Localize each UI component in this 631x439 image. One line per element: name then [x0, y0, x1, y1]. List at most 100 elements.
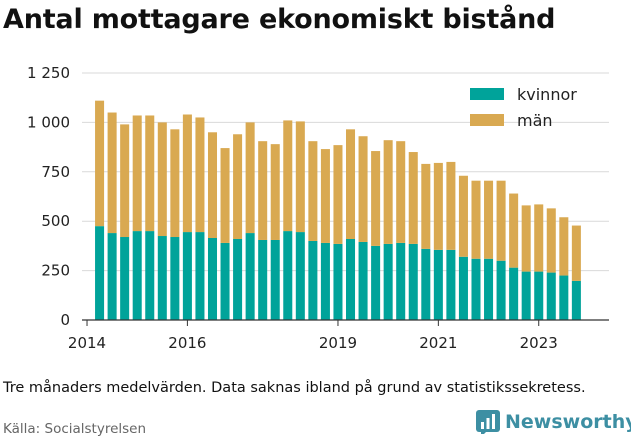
- bar-man: [496, 180, 506, 261]
- bar-kvinnor: [383, 243, 393, 320]
- bar-man: [207, 132, 218, 238]
- bar-kvinnor: [534, 271, 544, 320]
- y-tick-label: 250: [41, 262, 70, 280]
- bar-kvinnor: [396, 242, 406, 320]
- bar-man: [471, 180, 481, 259]
- bar-man: [120, 124, 130, 238]
- y-tick-label: 0: [60, 311, 70, 329]
- bar-man: [95, 100, 105, 227]
- bar-kvinnor: [207, 238, 218, 320]
- bar-kvinnor: [107, 233, 117, 320]
- bar-man: [371, 151, 381, 246]
- newsworthy-chart-icon: [476, 410, 500, 434]
- bar-kvinnor: [571, 280, 581, 320]
- legend-label: män: [517, 111, 553, 130]
- bar-kvinnor: [546, 272, 556, 320]
- bar-man: [559, 217, 569, 276]
- source-credit: Källa: Socialstyrelsen: [3, 421, 147, 437]
- x-axis: 2014 2016 2019 2021 2023: [68, 319, 609, 352]
- bar-man: [245, 122, 255, 234]
- bar-kvinnor: [308, 240, 318, 320]
- bar-man: [433, 162, 443, 250]
- bar-man: [534, 204, 544, 272]
- y-tick-label: 1 000: [27, 113, 70, 131]
- bar-kvinnor: [433, 249, 443, 320]
- bar-kvinnor: [521, 271, 531, 320]
- bar-kvinnor: [145, 231, 155, 320]
- x-tick-label: 2019: [319, 334, 357, 352]
- bar-kvinnor: [509, 267, 519, 320]
- chart-title: Antal mottagare ekonomiskt bistånd: [3, 4, 556, 35]
- legend-swatch: [470, 88, 504, 100]
- bar-man: [145, 115, 155, 232]
- grid-lines: [82, 72, 609, 272]
- brand-logo: Newsworthy: [476, 410, 631, 434]
- bar-kvinnor: [258, 239, 268, 320]
- bar-kvinnor: [346, 238, 356, 320]
- bar-man: [521, 205, 531, 272]
- bar-man: [320, 149, 330, 243]
- bar-kvinnor: [559, 275, 569, 320]
- bar-man: [107, 112, 117, 234]
- bar-man: [333, 145, 343, 244]
- bar-kvinnor: [446, 249, 456, 320]
- bar-man: [308, 141, 318, 241]
- bar-man: [358, 136, 368, 242]
- bar-man: [396, 141, 406, 243]
- bar-man: [346, 129, 356, 239]
- bar-man: [295, 121, 305, 233]
- bar-kvinnor: [170, 237, 180, 320]
- bar-kvinnor: [295, 232, 305, 320]
- bar-kvinnor: [245, 233, 255, 320]
- bar-kvinnor: [471, 258, 481, 320]
- bar-man: [233, 134, 243, 239]
- legend-label: kvinnor: [517, 85, 577, 104]
- bar-man: [220, 148, 230, 243]
- bar-man: [195, 117, 205, 233]
- brand-name: Newsworthy: [505, 411, 631, 433]
- bar-man: [132, 115, 142, 232]
- bar-kvinnor: [132, 231, 142, 320]
- bar-kvinnor: [496, 260, 506, 320]
- x-tick-label: 2021: [419, 334, 457, 352]
- bar-man: [270, 144, 280, 240]
- y-tick-label: 750: [41, 163, 70, 181]
- bar-kvinnor: [421, 248, 431, 320]
- bar-man: [509, 193, 519, 268]
- bar-man: [421, 163, 431, 249]
- legend-swatch: [470, 114, 504, 126]
- bar-area: [95, 100, 581, 320]
- bar-man: [157, 122, 167, 237]
- bar-kvinnor: [270, 239, 280, 320]
- bar-man: [484, 180, 494, 259]
- bar-man: [571, 225, 581, 281]
- bar-kvinnor: [458, 256, 468, 320]
- bar-kvinnor: [95, 226, 105, 320]
- legend: kvinnor män: [470, 85, 577, 130]
- bar-kvinnor: [408, 243, 418, 320]
- bar-kvinnor: [120, 237, 130, 320]
- bar-man: [458, 175, 468, 257]
- bar-man: [446, 161, 456, 250]
- bar-kvinnor: [371, 245, 381, 320]
- bar-man: [408, 152, 418, 244]
- x-tick-label: 2016: [168, 334, 206, 352]
- bar-man: [182, 114, 192, 233]
- bar-kvinnor: [484, 258, 494, 320]
- bar-kvinnor: [195, 232, 205, 320]
- bar-kvinnor: [182, 232, 192, 320]
- bar-man: [170, 129, 180, 238]
- y-axis: 0 250 500 750 1 000 1 250: [27, 64, 70, 329]
- bar-kvinnor: [358, 241, 368, 320]
- bar-kvinnor: [283, 231, 293, 320]
- x-tick-label: 2014: [68, 334, 106, 352]
- bar-man: [258, 141, 268, 240]
- bar-kvinnor: [233, 238, 243, 320]
- bar-kvinnor: [157, 236, 167, 320]
- chart: 0 250 500 750 1 000 1 250 2014 2016 2019 2021 202…: [27, 64, 609, 352]
- y-tick-label: 500: [41, 212, 70, 230]
- bar-man: [383, 140, 393, 244]
- chart-note: Tre månaders medelvärden. Data saknas ib…: [3, 380, 586, 396]
- y-tick-label: 1 250: [27, 64, 70, 82]
- x-tick-label: 2023: [520, 334, 558, 352]
